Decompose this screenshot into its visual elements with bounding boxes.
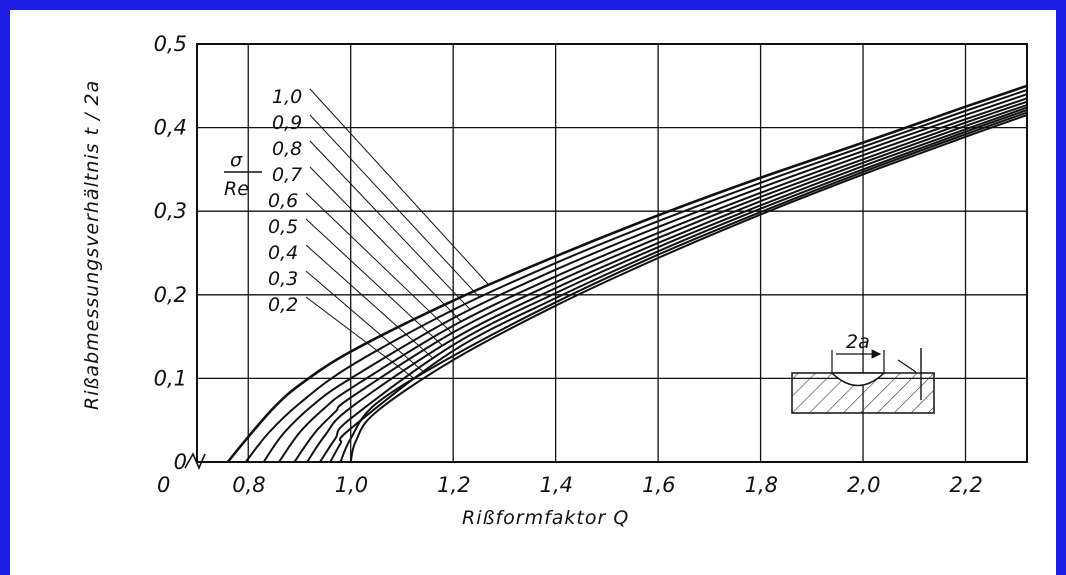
y-tick-label: 0,4 bbox=[154, 116, 187, 140]
x-axis-title: Rißformfaktor Q bbox=[462, 507, 629, 529]
x-tick-label: 2,0 bbox=[847, 473, 880, 497]
tick-labels: 0,8 1,0 1,2 1,4 1,6 1,8 2,0 2,2 00 0,1 0,2 0,3 0,4 0,… bbox=[154, 32, 983, 497]
label-leader-lines: 1,0 0,9 0,8 0,7 0,6 0,5 0,4 0,3 0,2 bbox=[268, 86, 490, 380]
x-tick-label: 1,8 bbox=[745, 473, 778, 497]
curve-label-leader bbox=[305, 296, 416, 380]
y-tick-label: 0,1 bbox=[154, 366, 187, 390]
y-tick-label: 0 bbox=[174, 450, 187, 474]
frame-top-border bbox=[0, 0, 1066, 10]
x-tick-label: 2,2 bbox=[950, 473, 983, 497]
curve-label-leader bbox=[305, 244, 435, 360]
y-tick-label: 0,2 bbox=[154, 283, 187, 307]
curve-label: 0,7 bbox=[272, 164, 302, 186]
series-curve bbox=[278, 97, 1028, 463]
inset-thickness-pointer bbox=[897, 359, 917, 373]
x-tick-label: 1,2 bbox=[437, 473, 470, 497]
series-curve bbox=[226, 84, 1028, 463]
curve-label: 0,6 bbox=[268, 190, 298, 212]
y-tick-label: 0,3 bbox=[154, 199, 187, 223]
curve-label: 0,8 bbox=[272, 138, 302, 160]
curve-label-leader bbox=[309, 88, 490, 286]
inset-crack bbox=[830, 372, 886, 387]
curve-label-leader bbox=[309, 114, 481, 299]
series-curve bbox=[319, 106, 1028, 463]
curve-label: 0,2 bbox=[268, 294, 298, 316]
y-axis-title: Rißabmessungsverhältnis t / 2a bbox=[81, 80, 103, 410]
x-tick-label: 0,8 bbox=[232, 473, 265, 497]
series-curve bbox=[293, 100, 1028, 463]
parameter-label: σ Re bbox=[224, 149, 262, 200]
curve-label-leader bbox=[305, 192, 453, 334]
y-tick-label: 0,5 bbox=[154, 32, 187, 56]
axis-break-mark bbox=[184, 452, 206, 471]
curve-label: 0,5 bbox=[268, 216, 298, 238]
curve-label: 0,4 bbox=[268, 242, 298, 264]
x-tick-label: 1,6 bbox=[642, 473, 675, 497]
series-curve bbox=[349, 114, 1028, 463]
series-curve bbox=[244, 89, 1028, 463]
series-curve bbox=[306, 104, 1028, 463]
curve-label: 0,3 bbox=[268, 268, 298, 290]
parameter-label-numerator: σ bbox=[230, 149, 243, 171]
curve-label-leader bbox=[305, 270, 425, 373]
curve-label: 1,0 bbox=[272, 86, 302, 108]
series-curve bbox=[339, 111, 1028, 463]
curve-label-leader bbox=[309, 166, 462, 323]
curve-label: 0,9 bbox=[272, 112, 302, 134]
frame-left-border bbox=[0, 0, 10, 575]
x-origin-label: 0 bbox=[157, 473, 170, 497]
series-curve bbox=[262, 93, 1028, 463]
grid-lines bbox=[184, 43, 1028, 471]
curve-label-leader bbox=[309, 140, 471, 311]
parameter-label-denominator: Re bbox=[224, 178, 249, 200]
x-tick-label: 1,4 bbox=[540, 473, 573, 497]
x-tick-label: 1,0 bbox=[335, 473, 368, 497]
crack-inset-sketch: 2a bbox=[791, 331, 935, 414]
curve-label-leader bbox=[305, 218, 444, 347]
frame-right-border bbox=[1056, 0, 1066, 575]
inset-label-2a: 2a bbox=[846, 331, 870, 353]
series-curve bbox=[329, 109, 1028, 463]
curve-group bbox=[226, 84, 1028, 463]
